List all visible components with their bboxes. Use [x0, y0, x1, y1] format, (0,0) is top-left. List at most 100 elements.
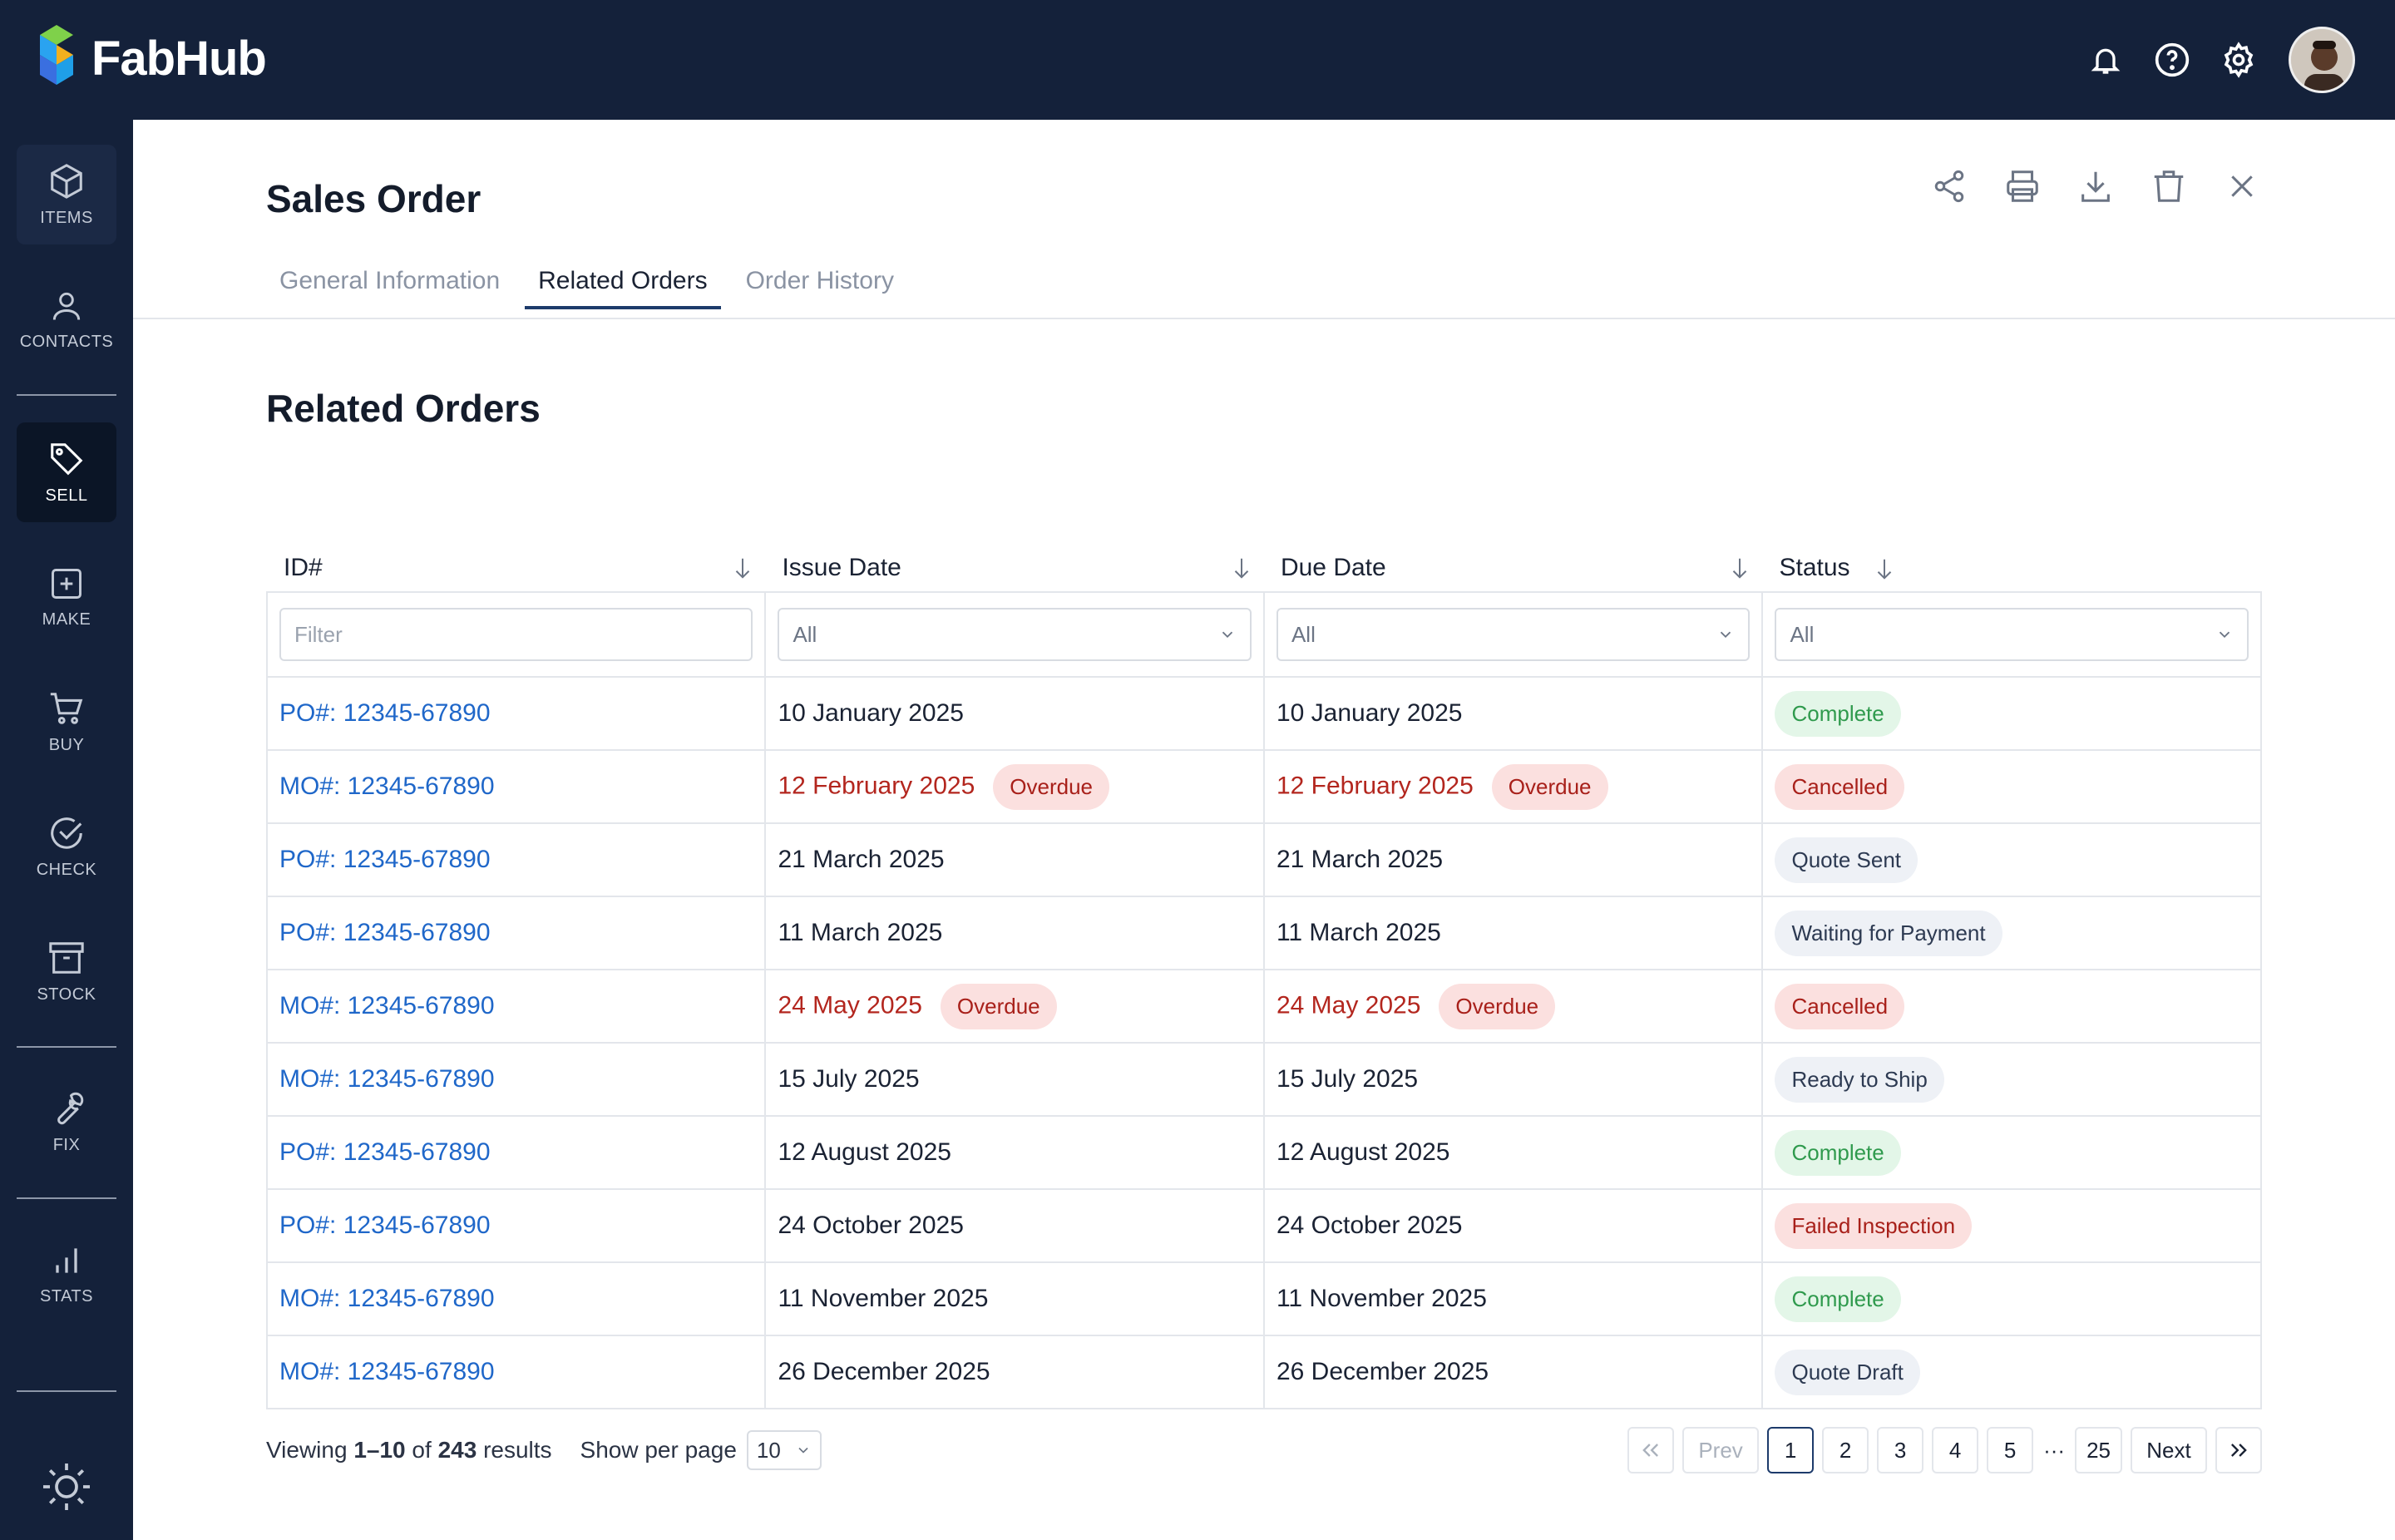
order-id-link[interactable]: PO#: 12345-67890 — [279, 1138, 491, 1166]
sort-arrow-icon[interactable] — [730, 555, 755, 580]
order-id-link[interactable]: MO#: 12345-67890 — [279, 772, 495, 800]
id-cell: MO#: 12345-67890 — [265, 1261, 767, 1336]
fabhub-logo-icon — [40, 25, 73, 85]
per-page-value: 10 — [756, 1437, 781, 1463]
issue-date-text: 12 February 2025 — [778, 771, 975, 799]
next-page-button[interactable]: Next — [2131, 1427, 2207, 1473]
status-cell: Complete — [1761, 1261, 2262, 1336]
per-page-control: Show per page 10 — [580, 1430, 822, 1470]
table-row[interactable]: PO#: 12345-67890 12 August 2025 12 August … — [265, 1115, 2262, 1190]
viewing-of: of — [412, 1437, 432, 1463]
order-id-link[interactable]: MO#: 12345-67890 — [279, 992, 495, 1019]
table-row[interactable]: MO#: 12345-67890 15 July 2025 15 July 2025… — [265, 1042, 2262, 1117]
table-row[interactable]: PO#: 12345-67890 21 March 2025 21 March 20… — [265, 822, 2262, 897]
overdue-badge: Overdue — [1491, 763, 1608, 810]
due-date-cell: 15 July 2025 — [1262, 1042, 1764, 1117]
select-value: All — [1291, 621, 1316, 647]
prev-page-button[interactable]: Prev — [1682, 1427, 1760, 1473]
sidebar-item-fix[interactable]: FIX — [17, 1073, 116, 1172]
id-filter-input[interactable]: Filter — [279, 608, 753, 661]
order-id-link[interactable]: PO#: 12345-67890 — [279, 1212, 491, 1239]
last-page-button[interactable] — [2215, 1427, 2262, 1473]
table-row[interactable]: MO#: 12345-67890 12 February 2025 Overdue 1… — [265, 749, 2262, 824]
table-row[interactable]: PO#: 12345-67890 24 October 2025 24 Octobe… — [265, 1188, 2262, 1263]
issue-date-text: 12 August 2025 — [778, 1138, 951, 1166]
sort-arrow-icon[interactable] — [1872, 556, 1897, 581]
delete-trash-icon[interactable] — [2132, 153, 2205, 220]
cart-icon — [50, 692, 83, 724]
sidebar-item-make[interactable]: MAKE — [17, 547, 116, 647]
notifications-bell-icon[interactable] — [2072, 27, 2139, 93]
sidebar-item-contacts[interactable]: CONTACTS — [17, 269, 116, 369]
page-button-4[interactable]: 4 — [1932, 1427, 1979, 1473]
print-icon[interactable] — [1986, 153, 2059, 220]
page-button-2[interactable]: 2 — [1822, 1427, 1869, 1473]
status-badge: Failed Inspection — [1775, 1202, 1973, 1249]
page-button-last[interactable]: 25 — [2075, 1427, 2122, 1473]
order-id-link[interactable]: MO#: 12345-67890 — [279, 1358, 495, 1385]
close-icon[interactable] — [2205, 153, 2279, 220]
status-badge: Complete — [1775, 1276, 1901, 1322]
sidebar-item-label: STOCK — [37, 985, 96, 1004]
sidebar-item-sell[interactable]: SELL — [17, 422, 116, 522]
sidebar-item-stock[interactable]: STOCK — [17, 921, 116, 1021]
sidebar-item-check[interactable]: CHECK — [17, 797, 116, 896]
column-header-status[interactable]: Status — [1762, 544, 2261, 592]
status-filter-select[interactable]: All — [1775, 608, 2249, 661]
download-icon[interactable] — [2059, 153, 2132, 220]
tab-related-orders[interactable]: Related Orders — [525, 263, 721, 309]
sidebar-item-label: MAKE — [42, 610, 91, 629]
column-header-due-date[interactable]: Due Date — [1264, 544, 1763, 592]
column-header-issue-date[interactable]: Issue Date — [765, 544, 1264, 592]
share-icon[interactable] — [1913, 153, 1986, 220]
sidebar-item-label: CONTACTS — [19, 332, 114, 351]
table-row[interactable]: PO#: 12345-67890 10 January 2025 10 Januar… — [265, 676, 2262, 751]
due-date-filter-select[interactable]: All — [1276, 608, 1751, 661]
due-date-text: 21 March 2025 — [1276, 846, 1444, 873]
due-date-text: 24 October 2025 — [1276, 1212, 1463, 1239]
order-id-link[interactable]: MO#: 12345-67890 — [279, 1065, 495, 1093]
per-page-select[interactable]: 10 — [746, 1430, 822, 1470]
status-badge: Complete — [1775, 1129, 1901, 1176]
order-id-link[interactable]: PO#: 12345-67890 — [279, 919, 491, 946]
page-button-1[interactable]: 1 — [1767, 1427, 1815, 1473]
help-icon[interactable] — [2139, 27, 2205, 93]
id-cell: MO#: 12345-67890 — [265, 1042, 767, 1117]
order-id-link[interactable]: MO#: 12345-67890 — [279, 1285, 495, 1312]
issue-date-cell: 11 November 2025 — [764, 1261, 1265, 1336]
user-avatar[interactable] — [2289, 27, 2355, 93]
table-row[interactable]: MO#: 12345-67890 26 December 2025 26 Decem… — [265, 1335, 2262, 1409]
table-row[interactable]: MO#: 12345-67890 11 November 2025 11 Novem… — [265, 1261, 2262, 1336]
sort-arrow-icon[interactable] — [1229, 555, 1254, 580]
tab-general-information[interactable]: General Information — [279, 267, 501, 294]
due-date-cell: 24 May 2025 Overdue — [1262, 969, 1764, 1044]
page-button-3[interactable]: 3 — [1877, 1427, 1924, 1473]
order-id-link[interactable]: PO#: 12345-67890 — [279, 699, 491, 727]
theme-toggle[interactable] — [17, 1454, 116, 1520]
id-cell: MO#: 12345-67890 — [265, 1335, 767, 1409]
issue-date-filter-select[interactable]: All — [778, 608, 1252, 661]
issue-date-cell: 24 May 2025 Overdue — [764, 969, 1265, 1044]
tab-divider — [133, 318, 2395, 319]
sidebar-item-items[interactable]: ITEMS — [17, 145, 116, 244]
sidebar-item-buy[interactable]: BUY — [17, 672, 116, 772]
per-page-label: Show per page — [580, 1437, 737, 1463]
status-badge: Quote Sent — [1775, 837, 1918, 883]
id-cell: PO#: 12345-67890 — [265, 822, 767, 897]
due-date-text: 11 November 2025 — [1276, 1285, 1487, 1312]
first-page-button[interactable] — [1627, 1427, 1675, 1473]
main-content: Sales Order General Information Related … — [133, 120, 2395, 1540]
app-logo[interactable]: FabHub — [37, 25, 267, 91]
tab-order-history[interactable]: Order History — [745, 267, 894, 294]
page-button-5[interactable]: 5 — [1987, 1427, 2034, 1473]
status-cell: Cancelled — [1761, 749, 2262, 824]
order-id-link[interactable]: PO#: 12345-67890 — [279, 846, 491, 873]
sort-arrow-icon[interactable] — [1727, 555, 1752, 580]
column-header-id[interactable]: ID# — [267, 544, 765, 592]
table-row[interactable]: MO#: 12345-67890 24 May 2025 Overdue 24 May… — [265, 969, 2262, 1044]
table-row[interactable]: PO#: 12345-67890 11 March 2025 11 March 20… — [265, 896, 2262, 970]
issue-date-text: 15 July 2025 — [778, 1065, 920, 1093]
select-value: All — [793, 621, 817, 647]
settings-gear-icon[interactable] — [2205, 27, 2272, 93]
sidebar-item-stats[interactable]: STATS — [17, 1224, 116, 1324]
